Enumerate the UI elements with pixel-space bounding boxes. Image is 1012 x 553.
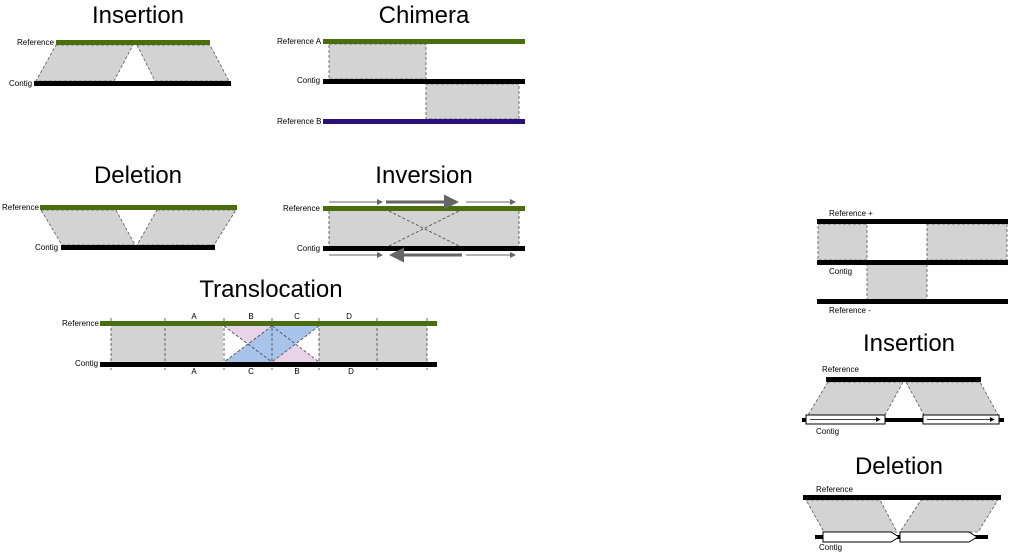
deletion-left-block bbox=[40, 209, 136, 246]
translocation-contig-seg-b: B bbox=[294, 367, 299, 376]
strand-contig-label: Contig bbox=[829, 267, 852, 276]
insertion-contig-label: Contig bbox=[9, 79, 32, 88]
insertion2-left-block bbox=[807, 381, 904, 416]
chimera-title: Chimera bbox=[379, 2, 470, 29]
inversion-contig-bar bbox=[323, 246, 525, 251]
translocation-ref-seg-a: A bbox=[191, 312, 197, 321]
translocation-contig-seg-d: D bbox=[348, 367, 354, 376]
chimera-panel: Chimera Reference A Contig Reference B bbox=[277, 2, 525, 126]
deletion-right-block bbox=[136, 209, 237, 246]
insertion-left-block bbox=[35, 44, 134, 82]
inversion-reference-bar bbox=[323, 206, 525, 211]
strand-reference-minus-label: Reference - bbox=[829, 306, 871, 315]
deletion2-right-block bbox=[899, 499, 999, 533]
deletion2-reference-bar bbox=[803, 495, 1001, 500]
translocation-contig-bar bbox=[100, 362, 437, 367]
strand-reference-plus-label: Reference + bbox=[829, 209, 873, 218]
chimera-block-b bbox=[425, 83, 520, 120]
strand-block-middle-bottom bbox=[866, 263, 928, 301]
insertion-right-block bbox=[136, 44, 230, 82]
translocation-reference-label: Reference bbox=[62, 319, 99, 328]
translocation-contig-label: Contig bbox=[75, 359, 98, 368]
insertion-reference-label: Reference bbox=[17, 38, 54, 47]
translocation-contig-seg-c: C bbox=[248, 367, 254, 376]
insertion2-contig-bar bbox=[802, 418, 1004, 422]
inversion-block bbox=[329, 211, 519, 246]
deletion2-reference-label: Reference bbox=[816, 485, 853, 494]
inversion-reference-label: Reference bbox=[283, 204, 320, 213]
deletion2-contig-label: Contig bbox=[819, 543, 842, 552]
strand-panel: Reference + Contig Reference - bbox=[817, 209, 1008, 315]
strand-reference-minus-bar bbox=[817, 299, 1008, 304]
chimera-block-a bbox=[328, 43, 427, 80]
chimera-contig-label: Contig bbox=[297, 76, 320, 85]
translocation-block-d bbox=[319, 326, 427, 362]
deletion-contig-bar bbox=[61, 245, 215, 250]
insertion2-panel: Insertion Reference Contig bbox=[802, 330, 1004, 436]
deletion-panel: Deletion Reference Contig bbox=[2, 162, 237, 252]
deletion-reference-label: Reference bbox=[2, 203, 39, 212]
insertion2-title: Insertion bbox=[863, 330, 955, 357]
insertion-contig-bar bbox=[34, 81, 231, 86]
strand-contig-bar bbox=[817, 260, 1008, 265]
insertion2-right-block bbox=[905, 381, 999, 416]
strand-block-left-top bbox=[817, 223, 868, 261]
insertion2-reference-label: Reference bbox=[822, 365, 859, 374]
insertion-reference-bar bbox=[56, 40, 210, 45]
insertion-title: Insertion bbox=[92, 2, 184, 29]
insertion2-reference-bar bbox=[826, 377, 981, 382]
translocation-reference-bar bbox=[100, 321, 437, 326]
translocation-block-c bbox=[224, 326, 319, 362]
chimera-reference-b-label: Reference B bbox=[277, 117, 321, 126]
translocation-contig-seg-a: A bbox=[191, 367, 197, 376]
chimera-reference-a-bar bbox=[323, 39, 525, 44]
inversion-panel: Inversion Reference Contig bbox=[283, 162, 525, 263]
inversion-contig-label: Contig bbox=[297, 244, 320, 253]
strand-reference-plus-bar bbox=[817, 219, 1008, 224]
inversion-cross-1 bbox=[388, 210, 460, 247]
deletion2-title: Deletion bbox=[855, 453, 943, 480]
translocation-ref-seg-b: B bbox=[248, 312, 253, 321]
chimera-contig-bar bbox=[323, 79, 525, 84]
translocation-ref-seg-d: D bbox=[346, 312, 352, 321]
inversion-cross-2 bbox=[388, 210, 460, 247]
deletion2-left-block bbox=[805, 499, 898, 533]
translocation-panel: Translocation Reference Contig A B C D A… bbox=[62, 276, 437, 376]
inversion-title: Inversion bbox=[375, 162, 472, 189]
deletion-title: Deletion bbox=[94, 162, 182, 189]
deletion-contig-label: Contig bbox=[35, 243, 58, 252]
translocation-c-edge-1 bbox=[223, 325, 273, 363]
chimera-reference-a-label: Reference A bbox=[277, 37, 322, 46]
chimera-reference-b-bar bbox=[323, 119, 525, 124]
insertion2-contig-label: Contig bbox=[816, 427, 839, 436]
translocation-ref-seg-c: C bbox=[294, 312, 300, 321]
deletion2-panel: Deletion Reference Contig bbox=[803, 453, 1001, 552]
deletion-reference-bar bbox=[40, 205, 237, 210]
insertion-panel: Insertion Reference Contig bbox=[9, 2, 231, 88]
strand-block-right-top bbox=[926, 223, 1008, 261]
deletion2-contig-arrow-right bbox=[899, 531, 978, 543]
translocation-block-a bbox=[111, 326, 223, 362]
deletion2-contig-arrow-left bbox=[822, 531, 900, 543]
translocation-title: Translocation bbox=[199, 276, 342, 303]
